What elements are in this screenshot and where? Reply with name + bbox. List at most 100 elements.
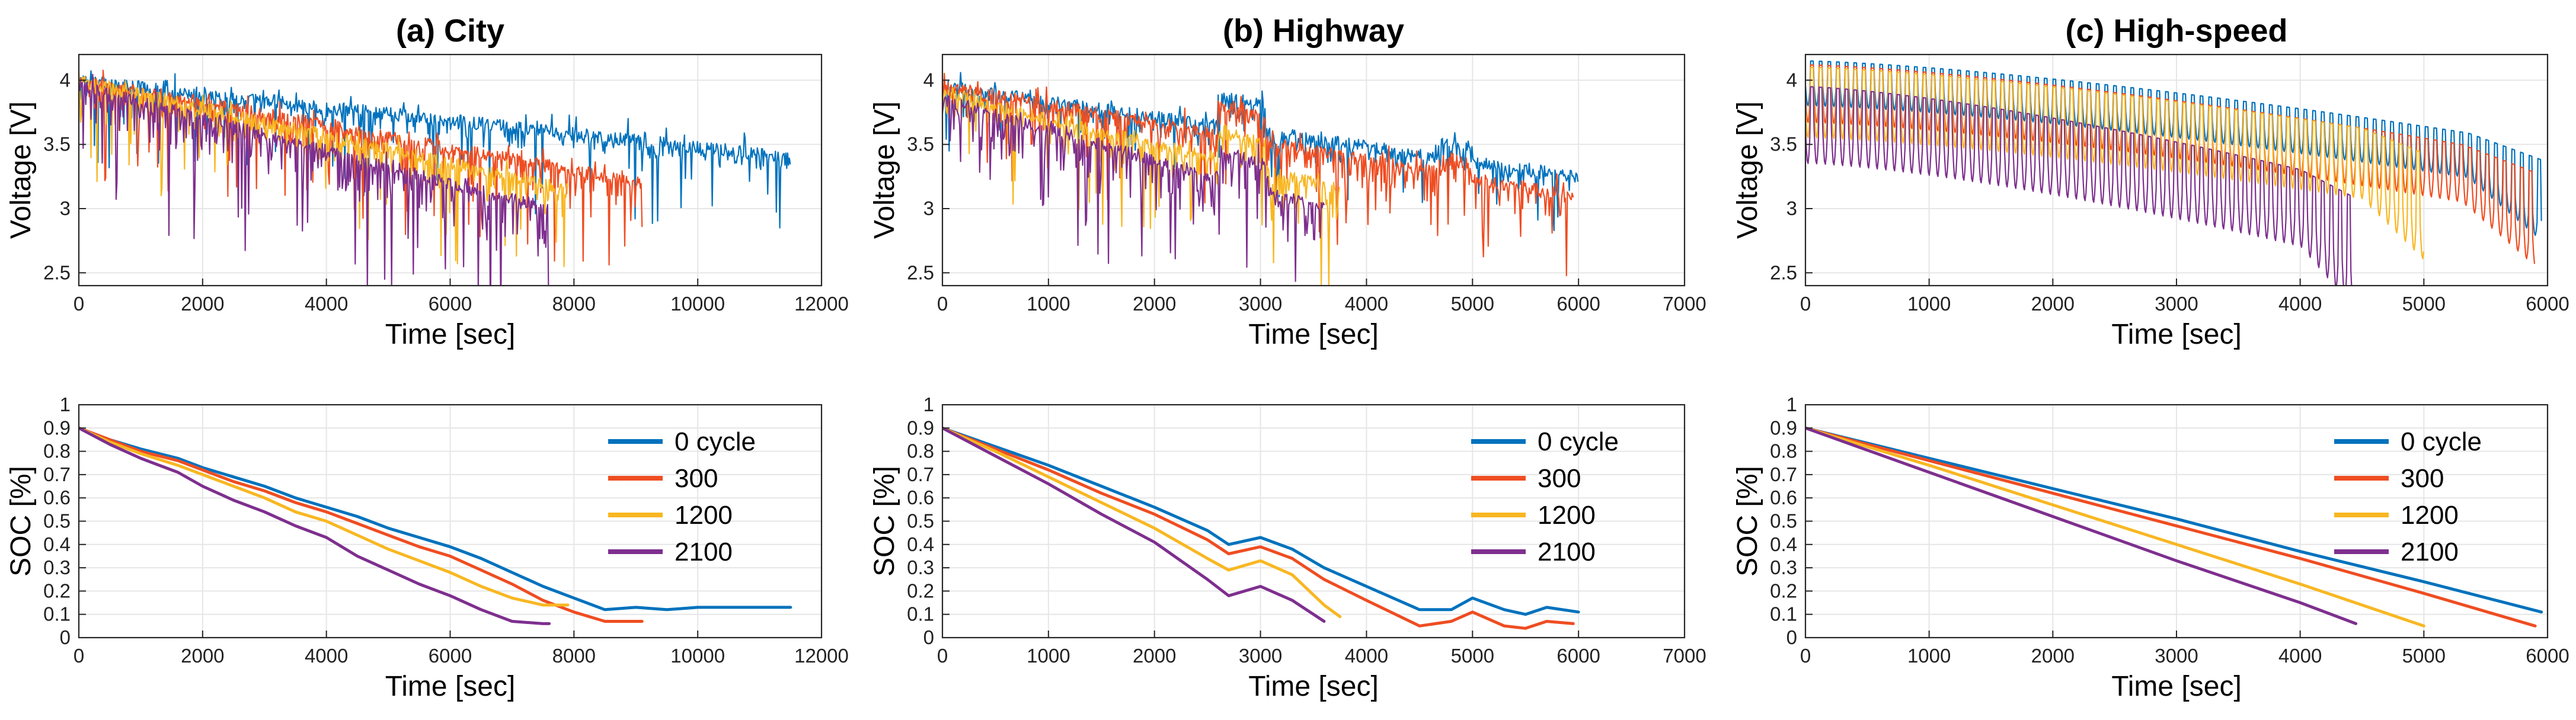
- series-line-300: [942, 72, 1574, 277]
- y-tick-label: 2.5: [907, 261, 934, 283]
- x-tick-label: 2000: [181, 293, 224, 315]
- y-tick-label: 0.4: [43, 533, 71, 555]
- x-tick-label: 8000: [552, 645, 596, 667]
- y-tick-label: 0.1: [1770, 603, 1797, 625]
- series-group: [942, 426, 1580, 630]
- series-line-1200: [79, 71, 568, 267]
- x-tick-label: 3000: [1239, 645, 1282, 667]
- x-tick-label: 1000: [1027, 293, 1070, 315]
- y-tick-label: 0.9: [43, 417, 71, 439]
- series-group: [1805, 426, 2543, 628]
- series-line-2100: [79, 73, 549, 286]
- panel-city-soc: 0 2000 4000 6000 8000 10000 1200000.10.20.30.4…: [5, 393, 849, 702]
- series-line-1200: [1805, 426, 2425, 628]
- y-tick-label: 0.2: [43, 580, 71, 601]
- legend-label: 0 cycle: [2401, 427, 2482, 456]
- x-tick-label: 2000: [2031, 645, 2075, 667]
- x-tick-label: 5000: [1451, 293, 1494, 315]
- x-tick-label: 3000: [2155, 645, 2198, 667]
- y-tick-label: 0.8: [1770, 440, 1797, 462]
- y-tick-label: 0.7: [1770, 463, 1797, 485]
- x-tick-label: 10000: [670, 645, 725, 667]
- y-tick-label: 0.6: [43, 487, 71, 508]
- x-tick-label: 6000: [429, 645, 472, 667]
- x-tick-label: 4000: [1345, 293, 1388, 315]
- series-line-300: [79, 426, 644, 623]
- y-axis-label: Voltage [V]: [869, 101, 900, 239]
- panel-city-voltage: 0 2000 4000 6000 8000 10000 12000 2.5 3 3.5 4 Time …: [5, 13, 849, 350]
- x-tick-label: 4000: [2278, 293, 2322, 315]
- series-line-1200: [942, 426, 1342, 619]
- legend: 0 cycle 300 1200 2100: [608, 427, 756, 567]
- y-tick-label: 3.5: [43, 133, 71, 155]
- y-tick-label: 0: [923, 626, 934, 648]
- series-line-0-cycle: [79, 426, 792, 612]
- x-ticks: 0 1000 2000 3000 4000 5000 6000 7000: [937, 631, 1706, 667]
- x-axis-label: Time [sec]: [2111, 319, 2242, 350]
- panel-highway-voltage: 0 1000 2000 3000 4000 5000 6000 7000 2.5 3 3.5 4 Tim…: [869, 13, 1706, 350]
- y-tick-label: 4: [60, 69, 71, 91]
- y-axis-label: Voltage [V]: [5, 101, 37, 239]
- series-line-0-cycle: [942, 72, 1579, 232]
- y-tick-label: 0.9: [1770, 417, 1797, 439]
- x-axis-label: Time [sec]: [385, 671, 516, 702]
- x-tick-label: 2000: [2031, 293, 2075, 315]
- x-ticks: 0 1000 2000 3000 4000 5000 6000 7000: [937, 279, 1706, 315]
- y-axis-label: SOC [%]: [869, 466, 900, 577]
- x-tick-label: 6000: [429, 293, 472, 315]
- y-ticks: 2.5 3 3.5 4: [1770, 69, 1813, 283]
- legend-label: 0 cycle: [675, 427, 756, 456]
- x-axis-label: Time [sec]: [1248, 319, 1379, 350]
- y-tick-label: 0.5: [43, 510, 71, 532]
- y-tick-label: 1: [923, 393, 934, 415]
- x-tick-label: 0: [73, 293, 84, 315]
- y-axis-label: SOC [%]: [5, 466, 37, 577]
- x-axis-label: Time [sec]: [385, 319, 516, 350]
- y-tick-label: 0.2: [907, 580, 934, 601]
- y-tick-label: 0.7: [907, 463, 934, 485]
- legend-label: 2100: [675, 537, 733, 567]
- y-ticks: 00.10.20.30.40.50.60.70.80.91: [907, 393, 950, 648]
- x-tick-label: 2000: [1133, 293, 1176, 315]
- y-tick-label: 3.5: [1770, 133, 1797, 155]
- x-tick-label: 2000: [1133, 645, 1176, 667]
- y-tick-label: 0.3: [43, 556, 71, 578]
- x-axis-label: Time [sec]: [1248, 671, 1379, 702]
- x-tick-label: 4000: [305, 645, 348, 667]
- y-tick-label: 0.5: [907, 510, 934, 532]
- panel-title: (a) City: [396, 13, 504, 49]
- x-tick-label: 4000: [2278, 645, 2322, 667]
- y-tick-label: 4: [1786, 69, 1797, 91]
- y-tick-label: 3: [923, 197, 934, 219]
- legend-label: 300: [1538, 464, 1581, 493]
- x-ticks: 0 2000 4000 6000 8000 10000 12000: [73, 279, 849, 315]
- series-group: [1805, 60, 2542, 286]
- x-tick-label: 12000: [794, 645, 849, 667]
- legend-label: 1200: [2401, 501, 2459, 530]
- x-tick-label: 3000: [2155, 293, 2198, 315]
- x-tick-label: 6000: [1557, 293, 1600, 315]
- y-tick-label: 0.9: [907, 417, 934, 439]
- y-tick-label: 1: [1786, 393, 1797, 415]
- x-tick-label: 2000: [181, 645, 224, 667]
- x-tick-label: 8000: [552, 293, 596, 315]
- x-tick-label: 12000: [794, 293, 849, 315]
- y-ticks: 00.10.20.30.40.50.60.70.80.91: [1770, 393, 1813, 648]
- x-tick-label: 0: [937, 293, 948, 315]
- y-tick-label: 0.8: [907, 440, 934, 462]
- y-tick-label: 0.1: [907, 603, 934, 625]
- x-tick-label: 10000: [670, 293, 725, 315]
- y-tick-label: 0: [60, 626, 71, 648]
- legend: 0 cycle 300 1200 2100: [2334, 427, 2482, 567]
- y-tick-label: 0.8: [43, 440, 71, 462]
- series-group: [942, 72, 1579, 286]
- panel-highspeed-soc: 0 1000 2000 3000 4000 5000 600000.10.20.30.40.…: [1732, 393, 2569, 702]
- y-tick-label: 3.5: [907, 133, 934, 155]
- legend-label: 1200: [675, 501, 733, 530]
- series-line-0-cycle: [1805, 426, 2543, 614]
- y-tick-label: 0.5: [1770, 510, 1797, 532]
- series-line-2100: [942, 95, 1325, 282]
- x-tick-label: 0: [1800, 293, 1811, 315]
- y-ticks: 2.5 3 3.5 4: [907, 69, 950, 283]
